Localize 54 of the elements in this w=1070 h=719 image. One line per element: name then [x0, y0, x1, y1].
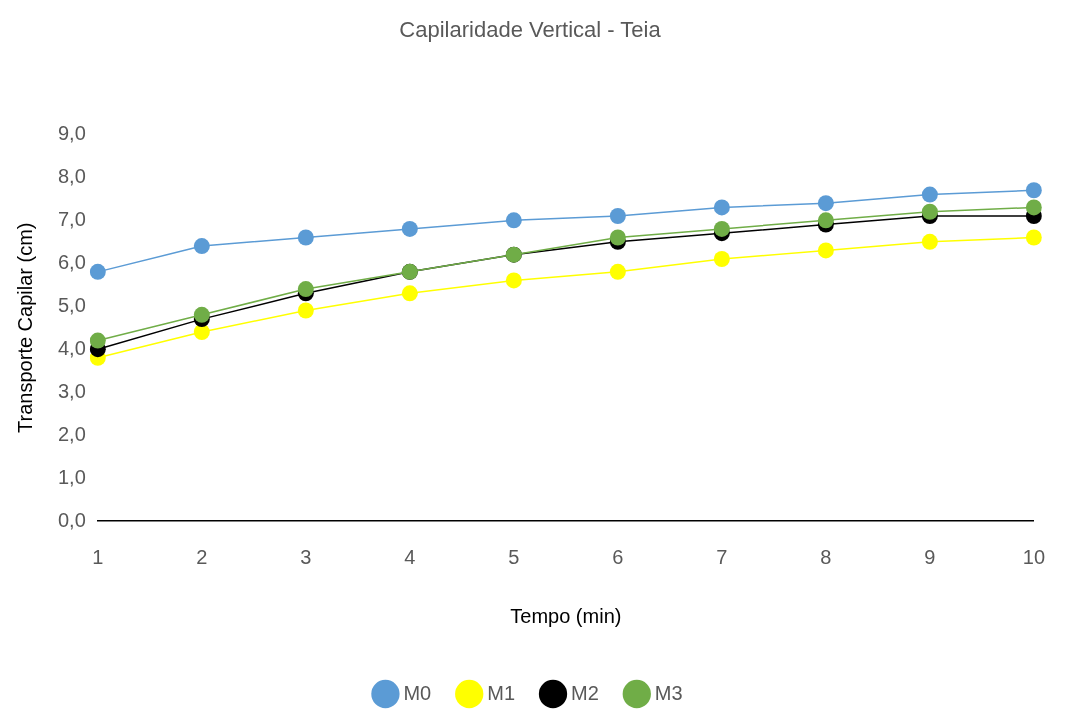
- y-tick-label: 3,0: [57, 379, 86, 402]
- point: [817, 212, 834, 229]
- x-tick-label: 1: [92, 545, 104, 568]
- point: [609, 208, 626, 225]
- point: [297, 302, 314, 319]
- point: [817, 242, 834, 259]
- x-tick-label: 6: [612, 545, 624, 568]
- point: [817, 195, 834, 212]
- legend-label: M1: [487, 681, 516, 704]
- y-tick-label: 8,0: [57, 164, 86, 187]
- point: [505, 212, 522, 229]
- y-axis-title: Transporte Capilar (cm): [13, 222, 36, 433]
- legend-label: M0: [403, 681, 432, 704]
- x-tick-label: 8: [820, 545, 832, 568]
- point: [193, 324, 210, 340]
- x-tick-label: 7: [716, 545, 728, 568]
- point: [921, 186, 938, 203]
- point: [1025, 199, 1042, 216]
- point: [921, 203, 938, 220]
- x-tick-label: 5: [508, 545, 520, 568]
- point: [89, 263, 106, 280]
- x-tick-label: 2: [196, 545, 208, 568]
- point: [401, 285, 418, 302]
- point: [297, 229, 314, 246]
- x-axis-title: Tempo (min): [510, 604, 622, 627]
- point: [1025, 182, 1042, 199]
- x-tick-label: 10: [1022, 545, 1045, 568]
- y-tick-label: 6,0: [57, 250, 86, 273]
- legend-label: M3: [654, 681, 683, 704]
- point: [609, 229, 626, 246]
- x-tick-label: 9: [924, 545, 936, 568]
- y-tick-label: 0,0: [57, 508, 86, 531]
- y-tick-label: 4,0: [57, 336, 86, 359]
- point: [89, 332, 106, 349]
- point: [713, 220, 730, 237]
- legend-label: M2: [571, 681, 599, 704]
- point: [193, 238, 210, 255]
- point: [609, 263, 626, 280]
- point: [505, 272, 522, 289]
- y-tick-label: 9,0: [57, 121, 86, 144]
- point: [193, 306, 210, 323]
- point: [713, 199, 730, 216]
- point: [297, 281, 314, 298]
- y-tick-label: 1,0: [57, 465, 86, 488]
- y-tick-label: 5,0: [57, 293, 86, 316]
- point: [713, 250, 730, 267]
- point: [1025, 229, 1042, 246]
- chart-title: Capilaridade Vertical - Teia: [399, 17, 662, 43]
- y-tick-label: 2,0: [57, 422, 86, 445]
- x-tick-label: 4: [404, 545, 416, 568]
- point: [401, 220, 418, 237]
- x-tick-label: 3: [300, 545, 312, 568]
- point: [921, 233, 938, 250]
- y-tick-label: 7,0: [57, 207, 86, 230]
